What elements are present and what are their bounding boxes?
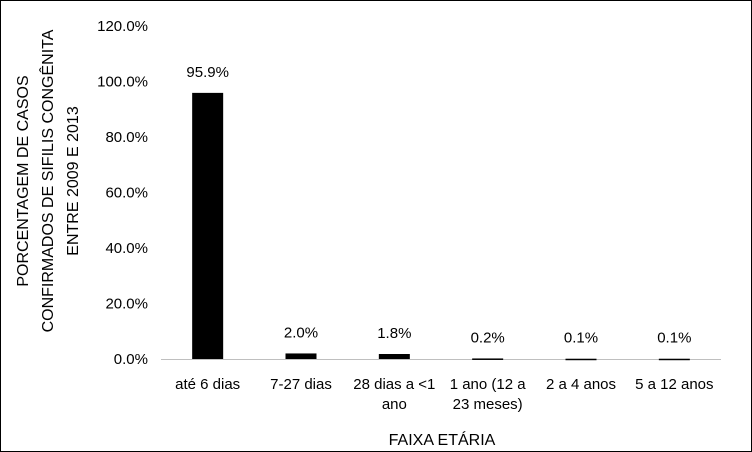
data-label: 1.8% <box>377 325 411 342</box>
bars <box>192 92 690 361</box>
y-tick-label: 0.0% <box>114 351 148 368</box>
x-tick-label: 2 a 4 anos <box>546 376 616 393</box>
y-axis-title: PORCENTAGEM DE CASOS CONFIRMADOS DE SIFIL… <box>15 29 82 332</box>
data-label: 0.1% <box>657 330 691 347</box>
bar <box>472 358 504 360</box>
y-tick-label: 120.0% <box>97 18 148 35</box>
x-tick-label: 5 a 12 anos <box>635 376 713 393</box>
bar <box>378 354 410 359</box>
x-tick-label: 1 ano (12 a 23 meses) <box>450 376 527 413</box>
x-tick-label: até 6 dias <box>175 376 240 393</box>
bar <box>192 92 224 359</box>
bar <box>565 358 597 361</box>
data-label: 0.1% <box>564 330 598 347</box>
y-tick-label: 100.0% <box>97 74 148 91</box>
y-tick-labels: 0.0% 20.0% 40.0% 60.0% 80.0% 100.0% 120.0% <box>97 18 148 368</box>
bar <box>658 358 690 361</box>
y-axis-title-text: PORCENTAGEM DE CASOS CONFIRMADOS DE SIFIL… <box>15 29 82 332</box>
y-tick-label: 60.0% <box>105 185 148 202</box>
y-tick-label: 40.0% <box>105 240 148 257</box>
data-labels: 95.9% 2.0% 1.8% 0.2% 0.1% 0.1% <box>186 64 691 347</box>
x-tick-label: 7-27 dias <box>270 376 332 393</box>
data-label: 0.2% <box>471 329 505 346</box>
x-tick-labels: até 6 dias 7-27 dias 28 dias a <1 ano 1 ano … <box>175 376 713 413</box>
data-label: 2.0% <box>284 324 318 341</box>
y-tick-label: 20.0% <box>105 296 148 313</box>
bar <box>285 353 317 359</box>
x-axis-title: FAIXA ETÁRIA <box>389 430 496 449</box>
y-tick-label: 80.0% <box>105 129 148 146</box>
data-label: 95.9% <box>186 64 229 81</box>
x-tick-label: 28 dias a <1 ano <box>353 376 435 413</box>
